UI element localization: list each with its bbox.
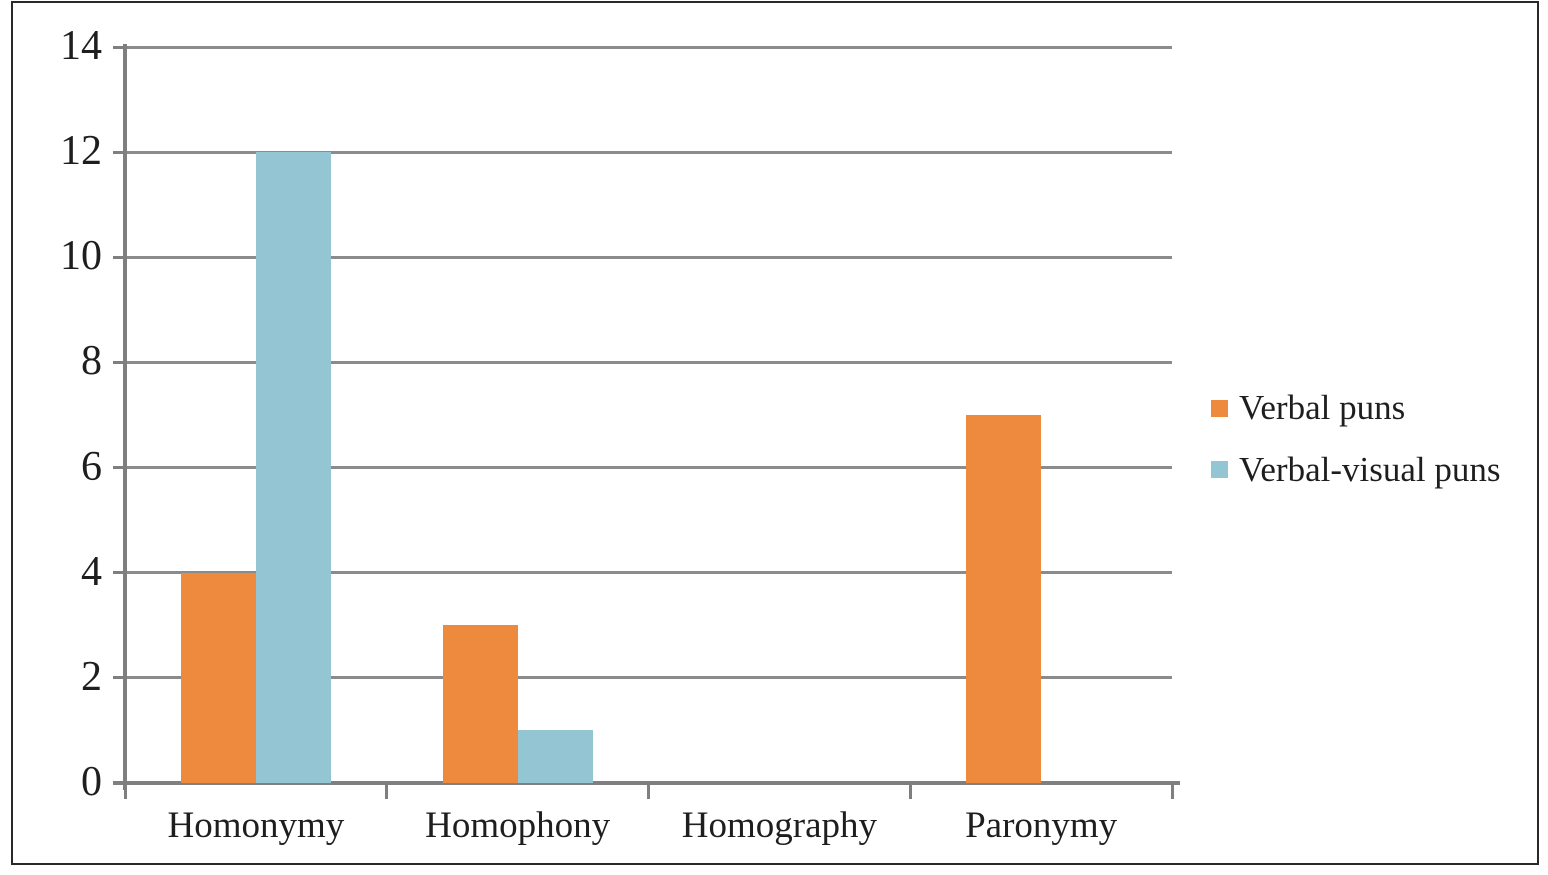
y-axis-tick <box>113 360 125 364</box>
x-axis-category-label: Paronymy <box>965 805 1118 846</box>
bar-verbal-puns-homophony <box>442 625 518 783</box>
x-axis-category-label: Homography <box>681 805 877 846</box>
x-axis-tick <box>1170 785 1174 799</box>
x-axis-line <box>113 781 1180 785</box>
chart-legend: Verbal puns Verbal-visual puns <box>1211 388 1501 512</box>
y-axis-label: 2 <box>81 654 102 701</box>
x-axis-tick <box>908 785 912 799</box>
gridline <box>125 466 1172 470</box>
x-axis-tick <box>385 785 389 799</box>
x-axis-tick <box>647 785 650 799</box>
gridline <box>125 571 1172 575</box>
y-axis-label: 6 <box>81 443 102 490</box>
bar-verbal-puns-paronymy <box>966 415 1042 783</box>
y-axis-tick <box>113 571 125 575</box>
y-axis-tick <box>113 255 125 259</box>
bar-verbal-puns-homonymy <box>180 572 256 783</box>
y-axis-tick <box>113 676 125 680</box>
legend-label: Verbal-visual puns <box>1239 449 1501 489</box>
x-axis-tick <box>123 785 127 799</box>
chart-border-frame <box>11 1 1539 865</box>
legend-item: Verbal puns <box>1211 388 1500 428</box>
gridline <box>125 45 1172 49</box>
y-axis-label: 14 <box>60 23 102 70</box>
y-axis-label: 0 <box>81 759 102 806</box>
bar-verbal-visual-puns-homophony <box>517 730 593 783</box>
legend-swatch-icon <box>1211 461 1228 479</box>
y-axis-tick <box>113 150 125 154</box>
y-axis-label: 10 <box>60 233 102 280</box>
x-axis-category-label: Homonymy <box>167 805 345 846</box>
legend-swatch-icon <box>1211 399 1228 417</box>
y-axis-label: 8 <box>81 338 102 385</box>
y-axis-label: 4 <box>81 548 102 595</box>
legend-item: Verbal-visual puns <box>1211 449 1501 490</box>
y-axis-tick <box>113 45 125 49</box>
gridline <box>125 150 1172 154</box>
y-axis-tick <box>113 466 125 470</box>
gridline <box>125 676 1172 680</box>
gridline <box>125 360 1172 364</box>
legend-label: Verbal puns <box>1239 388 1406 427</box>
gridline <box>125 255 1172 259</box>
bar-verbal-visual-puns-homonymy <box>255 152 331 783</box>
y-axis-label: 12 <box>60 128 102 175</box>
x-axis-category-label: Homophony <box>425 805 611 846</box>
y-axis-line <box>123 44 127 790</box>
